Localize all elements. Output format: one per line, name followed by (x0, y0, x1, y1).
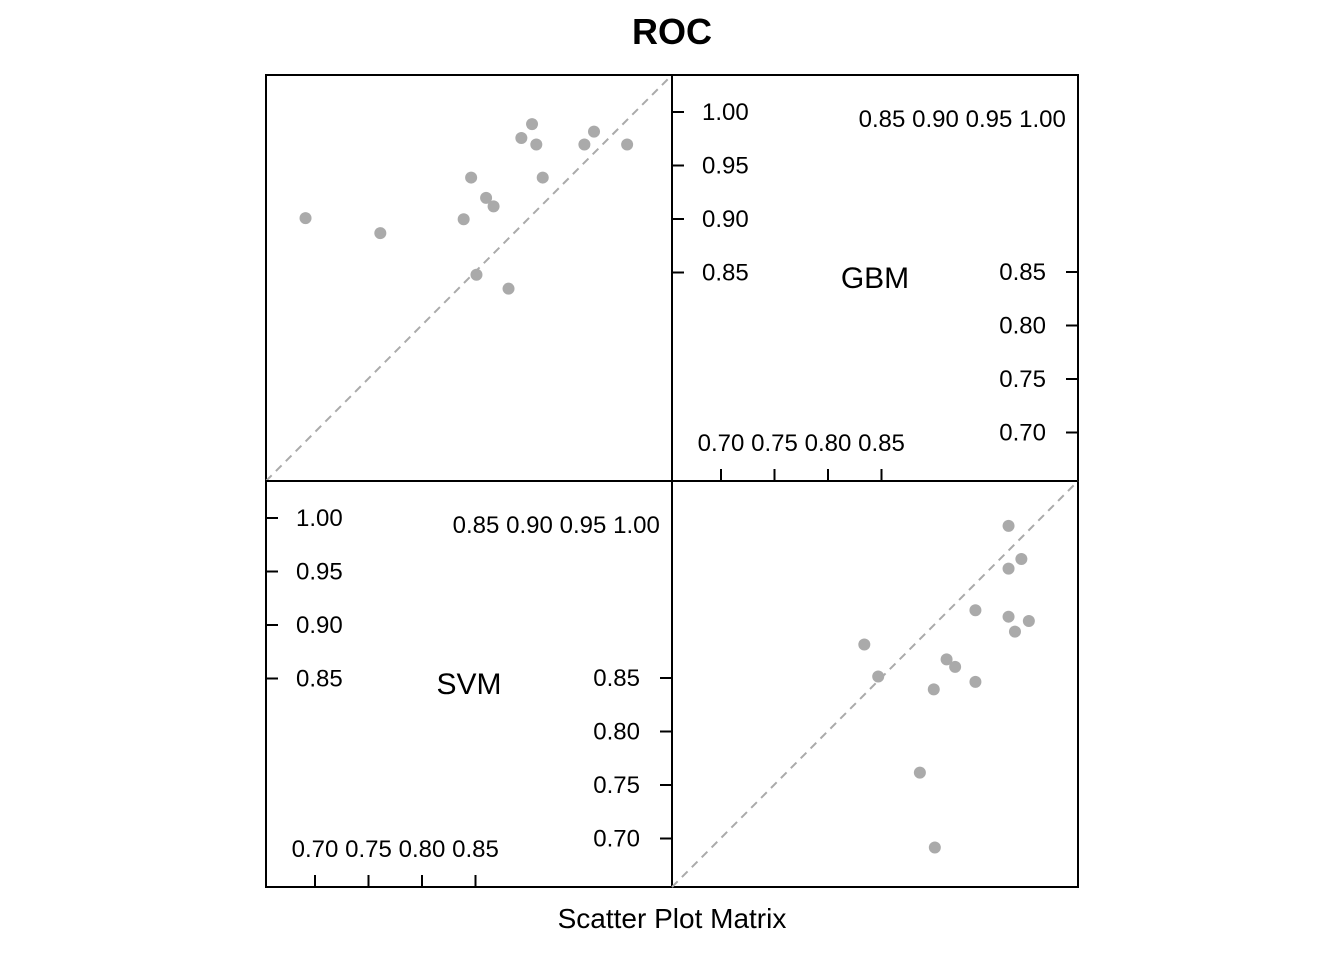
tick-label: 0.90 (506, 512, 553, 539)
tick-label: 0.95 (560, 512, 607, 539)
data-point-12 (1002, 562, 1015, 575)
variable-label-gbm: GBM (841, 262, 909, 295)
variable-label-svm: SVM (436, 668, 501, 701)
tick-label: 0.75 (999, 366, 1046, 393)
tick-label: 0.70 (292, 836, 339, 863)
data-point-8 (515, 132, 528, 145)
tick-label: 0.75 (593, 772, 640, 799)
tick-label: 0.90 (296, 612, 343, 639)
tick-label: 1.00 (613, 512, 660, 539)
tick-label: 0.95 (296, 559, 343, 586)
data-point-9 (526, 118, 539, 131)
tick-label: 0.85 (859, 106, 906, 133)
reference-line (671, 480, 1079, 888)
panel-frame (671, 480, 1079, 888)
data-point-6 (487, 200, 500, 213)
data-point-14 (621, 138, 634, 151)
data-point-10 (1002, 610, 1015, 623)
tick-label: 0.85 (593, 665, 640, 692)
chart-title: ROC (632, 11, 712, 52)
data-point-4 (872, 670, 885, 683)
data-point-5 (480, 191, 493, 204)
data-point-0 (928, 841, 941, 854)
tick-label: 0.75 (751, 430, 798, 457)
reference-line (265, 74, 673, 482)
data-point-3 (969, 675, 982, 688)
tick-label: 0.95 (702, 153, 749, 180)
data-point-12 (578, 138, 591, 151)
panel-1-1 (671, 480, 1079, 888)
tick-label: 0.90 (702, 206, 749, 233)
data-point-13 (588, 125, 601, 138)
data-point-7 (502, 282, 515, 295)
tick-label: 0.85 (296, 666, 343, 693)
data-point-2 (927, 683, 940, 696)
tick-label: 0.80 (999, 313, 1046, 340)
data-point-14 (1002, 519, 1015, 532)
data-point-9 (1022, 614, 1035, 627)
data-point-4 (470, 268, 483, 281)
tick-label: 0.70 (999, 420, 1046, 447)
data-point-8 (1008, 625, 1021, 638)
data-point-10 (530, 138, 543, 151)
data-point-1 (913, 766, 926, 779)
tick-label: 0.95 (966, 106, 1013, 133)
tick-label: 0.80 (805, 430, 852, 457)
tick-label: 0.75 (345, 836, 392, 863)
tick-label: 0.70 (698, 430, 745, 457)
data-point-11 (969, 604, 982, 617)
data-point-0 (299, 212, 312, 225)
tick-label: 0.85 (858, 430, 905, 457)
panel-0-0 (265, 74, 673, 482)
data-point-6 (940, 653, 953, 666)
x-axis-label: Scatter Plot Matrix (558, 903, 787, 934)
tick-label: 0.85 (702, 260, 749, 287)
tick-label: 0.85 (452, 836, 499, 863)
tick-label: 0.90 (912, 106, 959, 133)
data-point-3 (465, 171, 478, 184)
data-point-1 (374, 227, 387, 240)
data-point-2 (457, 213, 470, 226)
tick-label: 1.00 (1019, 106, 1066, 133)
tick-label: 0.85 (999, 259, 1046, 286)
tick-label: 1.00 (702, 99, 749, 126)
tick-label: 0.80 (399, 836, 446, 863)
tick-label: 0.85 (453, 512, 500, 539)
tick-label: 0.80 (593, 719, 640, 746)
data-point-11 (536, 171, 549, 184)
data-point-5 (949, 660, 962, 673)
tick-label: 0.70 (593, 826, 640, 853)
data-point-13 (1015, 552, 1028, 565)
data-point-7 (858, 638, 871, 651)
tick-label: 1.00 (296, 505, 343, 532)
